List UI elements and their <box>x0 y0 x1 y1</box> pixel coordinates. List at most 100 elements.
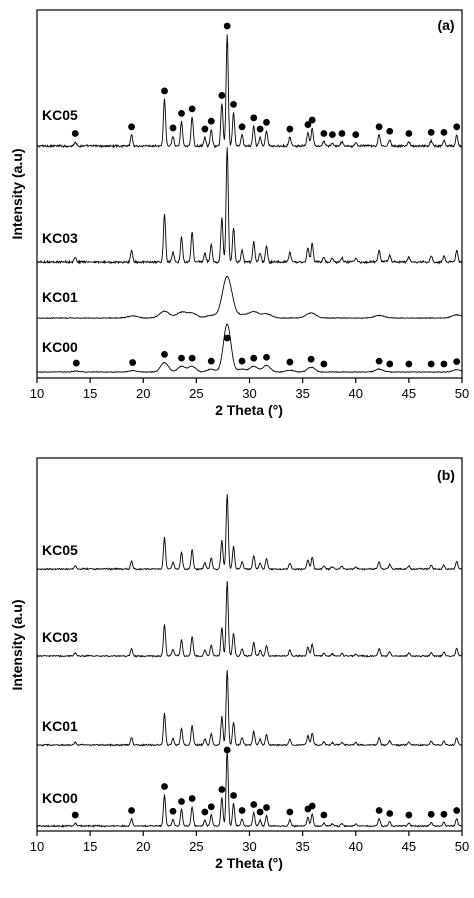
panel-label: (b) <box>437 467 455 483</box>
x-tick-label: 20 <box>136 839 150 854</box>
phase-marker-dot <box>263 353 270 361</box>
x-tick-label: 15 <box>83 839 97 854</box>
phase-marker-dot <box>201 125 209 133</box>
phase-marker-dot <box>320 130 328 137</box>
series-label: KC00 <box>42 339 78 355</box>
phase-marker-dot <box>386 360 394 368</box>
phase-marker-dot <box>453 123 461 131</box>
series-labels: KC05 KC03 KC01 KC00 <box>42 107 78 355</box>
phase-marker-dot <box>320 811 328 819</box>
phase-marker-dot <box>338 130 346 137</box>
x-axis-ticks: 10 15 20 25 30 35 40 45 50 <box>30 378 469 401</box>
x-tick-label: 40 <box>349 839 363 854</box>
phase-marker-dot <box>286 125 294 133</box>
x-tick-label: 50 <box>455 386 469 401</box>
phase-marker-dot <box>320 360 328 368</box>
xrd-trace-kc03 <box>36 581 463 658</box>
phase-markers <box>71 22 461 368</box>
phase-marker-dot <box>427 129 435 136</box>
phase-marker-dot <box>256 125 264 133</box>
phase-marker-dot <box>207 803 215 811</box>
panel-b: (b) Intensity (a.u) 2 Theta (°) 10 15 20 25… <box>9 457 469 871</box>
x-tick-label: 30 <box>242 386 256 401</box>
panel-a: (a) Intensity (a.u) 2 Theta (°) 10 15 20 25… <box>9 9 469 418</box>
series-label: KC00 <box>42 790 78 806</box>
phase-marker-dot <box>328 131 336 139</box>
phase-marker-dot <box>161 87 168 95</box>
xrd-trace-kc03 <box>36 147 463 265</box>
x-tick-label: 25 <box>189 839 203 854</box>
phase-marker-dot <box>440 810 448 818</box>
phase-marker-dot <box>188 354 196 362</box>
phase-marker-dot <box>223 334 231 342</box>
phase-marker-dot <box>223 22 231 30</box>
phase-markers <box>71 746 461 819</box>
traces <box>36 34 463 374</box>
phase-marker-dot <box>453 358 461 365</box>
phase-marker-dot <box>308 802 316 810</box>
x-tick-label: 40 <box>349 386 363 401</box>
series-labels: KC05 KC03 KC01 KC00 <box>42 542 78 806</box>
phase-marker-dot <box>286 808 294 816</box>
x-tick-label: 30 <box>242 839 256 854</box>
phase-marker-dot <box>375 807 383 814</box>
phase-marker-dot <box>207 357 215 365</box>
phase-marker-dot <box>238 123 246 131</box>
phase-marker-dot <box>161 783 168 790</box>
phase-marker-dot <box>375 123 383 131</box>
phase-marker-dot <box>250 354 258 362</box>
series-label: KC01 <box>42 289 78 305</box>
phase-marker-dot <box>440 360 448 368</box>
xrd-trace-kc01 <box>36 670 463 747</box>
phase-marker-dot <box>263 804 270 811</box>
phase-marker-dot <box>304 121 312 128</box>
phase-marker-dot <box>72 359 80 367</box>
plot-frame <box>36 457 463 832</box>
x-axis-label: 2 Theta (°) <box>215 855 283 871</box>
phase-marker-dot <box>188 795 196 802</box>
x-tick-label: 25 <box>189 386 203 401</box>
phase-marker-dot <box>169 124 177 132</box>
series-label: KC03 <box>42 230 78 246</box>
x-tick-label: 15 <box>83 386 97 401</box>
phase-marker-dot <box>386 127 394 135</box>
x-tick-label: 50 <box>455 839 469 854</box>
y-axis-label: Intensity (a.u) <box>9 148 25 239</box>
series-label: KC01 <box>42 718 78 734</box>
phase-marker-dot <box>440 129 448 136</box>
phase-marker-dot <box>201 808 209 816</box>
phase-marker-dot <box>230 792 237 799</box>
phase-marker-dot <box>263 118 270 126</box>
phase-marker-dot <box>169 807 177 815</box>
x-tick-label: 35 <box>295 386 309 401</box>
xrd-trace-kc00 <box>36 750 463 828</box>
y-axis-label: Intensity (a.u) <box>9 599 25 690</box>
phase-marker-dot <box>218 92 226 99</box>
phase-marker-dot <box>207 117 215 125</box>
phase-marker-dot <box>188 105 196 113</box>
phase-marker-dot <box>238 357 246 365</box>
phase-marker-dot <box>129 359 137 366</box>
phase-marker-dot <box>128 807 135 814</box>
phase-marker-dot <box>453 807 461 814</box>
phase-marker-dot <box>230 101 237 108</box>
phase-marker-dot <box>405 360 413 368</box>
phase-marker-dot <box>256 808 264 816</box>
phase-marker-dot <box>405 130 413 137</box>
phase-marker-dot <box>238 807 246 814</box>
series-label: KC05 <box>42 107 78 123</box>
phase-marker-dot <box>352 131 360 139</box>
x-tick-label: 10 <box>30 839 44 854</box>
phase-marker-dot <box>128 123 135 131</box>
phase-marker-dot <box>71 811 79 819</box>
x-tick-label: 35 <box>295 839 309 854</box>
x-tick-label: 45 <box>402 839 416 854</box>
phase-marker-dot <box>375 357 383 365</box>
phase-marker-dot <box>71 130 79 137</box>
xrd-trace-kc01 <box>36 275 463 320</box>
phase-marker-dot <box>178 798 185 805</box>
panel-label: (a) <box>437 17 454 33</box>
series-label: KC03 <box>42 629 78 645</box>
phase-marker-dot <box>161 351 168 358</box>
